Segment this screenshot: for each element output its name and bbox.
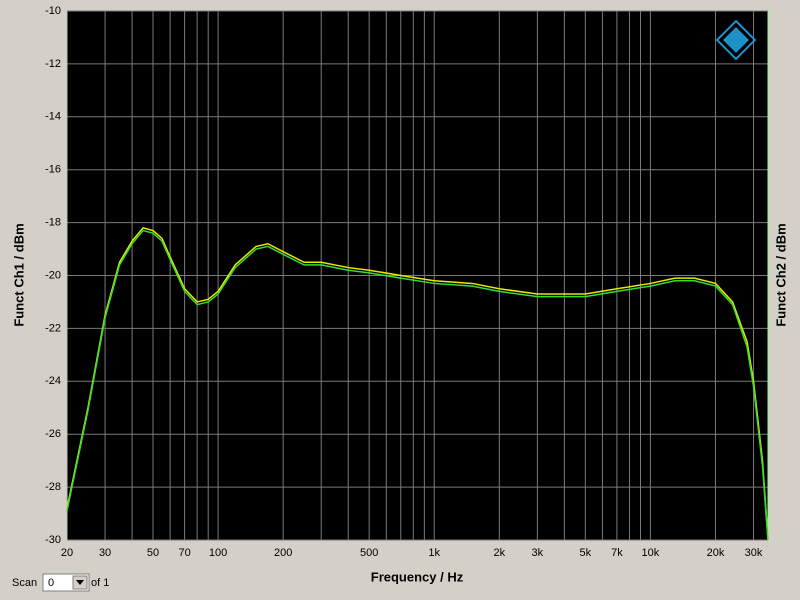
logo-inner <box>723 27 749 53</box>
x-tick-label: 3k <box>532 547 544 559</box>
x-tick-label: 1k <box>428 547 440 559</box>
x-tick-label: 20k <box>707 547 725 559</box>
series-line <box>66 229 769 541</box>
x-tick-label: 100 <box>209 547 227 559</box>
scan-label: Scan <box>12 577 37 589</box>
y-tick-label: -26 <box>45 428 61 440</box>
y-tick-label: -16 <box>45 164 61 176</box>
logo-diamond <box>715 19 757 61</box>
x-tick-label: 7k <box>611 547 623 559</box>
y-tick-label: -22 <box>45 322 61 334</box>
x-tick-label: 70 <box>178 547 190 559</box>
x-tick-label: 30 <box>99 547 111 559</box>
y-tick-label: -14 <box>45 111 61 123</box>
y-tick-label: -30 <box>45 534 61 546</box>
y-tick-label: -24 <box>45 375 61 387</box>
x-tick-label: 30k <box>745 547 763 559</box>
x-tick-label: 20 <box>61 547 73 559</box>
x-tick-label: 10k <box>642 547 660 559</box>
dropdown-arrow <box>76 580 84 585</box>
scan-of: of 1 <box>91 577 109 589</box>
y-tick-label: -10 <box>45 5 61 17</box>
y-tick-label: -18 <box>45 217 61 229</box>
logo <box>715 19 757 61</box>
scan-value: 0 <box>48 577 54 589</box>
y-tick-label: -28 <box>45 481 61 493</box>
x-tick-label: 500 <box>360 547 378 559</box>
x-tick-label: 50 <box>147 547 159 559</box>
y-tick-label: -12 <box>45 58 61 70</box>
x-tick-label: 2k <box>493 547 505 559</box>
x-tick-label: 200 <box>274 547 292 559</box>
x-tick-label: 5k <box>580 547 592 559</box>
y2-axis-title: Funct Ch2 / dBm <box>773 223 788 326</box>
series-line <box>66 227 769 541</box>
x-axis-title: Frequency / Hz <box>371 569 464 584</box>
grid <box>66 10 768 541</box>
y-tick-label: -20 <box>45 269 61 281</box>
y-axis-title: Funct Ch1 / dBm <box>11 223 26 326</box>
